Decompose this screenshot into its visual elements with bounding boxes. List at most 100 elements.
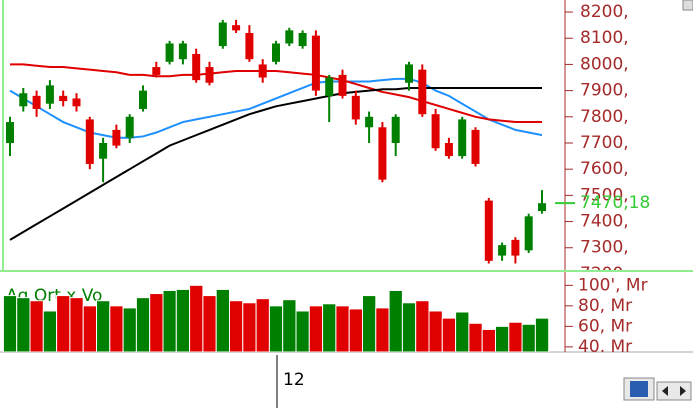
candle-body <box>32 95 41 109</box>
nav-button[interactable] <box>656 381 692 401</box>
volume-bar <box>149 293 164 352</box>
candle-body <box>511 239 520 256</box>
y-tick-label: 7800, <box>580 107 629 127</box>
volume-bar <box>335 305 350 352</box>
y-tick-label: 7900, <box>580 81 629 101</box>
candle-body <box>152 67 161 75</box>
volume-bar <box>42 310 58 352</box>
volume-bar <box>135 297 151 352</box>
candle-body <box>218 22 227 47</box>
volume-bar <box>122 307 137 352</box>
candle-body <box>524 216 533 251</box>
volume-bar <box>508 321 523 352</box>
candle-body <box>178 43 187 60</box>
scroll-button[interactable] <box>682 0 693 11</box>
candle-body <box>19 93 28 107</box>
volume-bar <box>69 297 84 352</box>
volume-bar <box>109 305 124 352</box>
volume-bar <box>415 300 430 352</box>
volume-bar <box>521 323 536 352</box>
volume-bar <box>215 288 230 352</box>
y-tick-label: 8100, <box>580 28 629 48</box>
candle-body <box>484 200 493 261</box>
volume-bar <box>242 302 257 352</box>
button-icon <box>662 386 686 396</box>
volume-bar <box>455 311 470 352</box>
volume-bar <box>401 302 417 352</box>
candle-body <box>45 85 54 104</box>
candle-body <box>245 32 254 60</box>
volume-bar <box>282 299 297 352</box>
volume-bar <box>348 308 364 352</box>
candle-body <box>272 43 280 62</box>
candle-body <box>285 30 294 44</box>
y-tick-label: 60, Mr <box>578 316 632 336</box>
candle-body <box>192 53 201 81</box>
volume-bar <box>441 317 457 352</box>
volume-bar <box>82 305 97 352</box>
y-tick-label: 100', Mr <box>578 275 648 295</box>
volume-bar <box>375 307 390 352</box>
candle-body <box>378 127 387 180</box>
candle-body <box>72 98 81 107</box>
candle-body <box>391 116 400 143</box>
candle-body <box>471 129 480 164</box>
candle-body <box>205 67 214 83</box>
moving-average <box>9 77 543 139</box>
candle-body <box>538 203 546 212</box>
volume-bar <box>362 295 377 352</box>
volume-bar <box>308 305 324 352</box>
candle-body <box>418 69 427 115</box>
button-frame[interactable] <box>656 381 692 401</box>
volume-bar <box>175 288 191 352</box>
candle-body <box>99 142 108 159</box>
refresh-button[interactable] <box>623 377 655 401</box>
candle-body <box>458 119 467 157</box>
volume-bar <box>495 325 510 352</box>
y-tick-label: 7500, <box>580 185 629 205</box>
x-axis: 12 <box>276 355 305 408</box>
x-tick-label: 12 <box>283 370 305 390</box>
volume-bar <box>56 295 71 352</box>
volume-bar <box>322 303 337 352</box>
button-icon <box>630 381 648 397</box>
y-tick-label: 7700, <box>580 133 629 153</box>
volume-bar <box>162 289 177 352</box>
volume-bar <box>388 289 403 352</box>
candle-body <box>431 114 440 149</box>
volume-bar <box>534 317 550 352</box>
volume-bar <box>268 305 284 352</box>
volume-bar <box>255 298 270 352</box>
price-panel: 8200, 8100, 8000, 7900, 7800, 7700, 7600, 7500,… <box>6 2 629 284</box>
candle-body <box>59 95 68 102</box>
candle-body <box>232 25 241 31</box>
moving-average <box>10 63 542 124</box>
volume-bar <box>428 310 443 352</box>
candle-body <box>85 119 94 164</box>
y-tick-label: 7600, <box>580 159 629 179</box>
volume-bar <box>468 322 483 352</box>
y-tick-label: 8200, <box>580 2 629 22</box>
candle-body <box>165 43 174 62</box>
candle-body <box>444 142 453 157</box>
y-tick-label: 7200, <box>580 264 629 284</box>
candle-body <box>298 32 307 47</box>
volume-bar <box>2 295 18 352</box>
candle-body <box>351 95 360 120</box>
y-tick-label: 7300, <box>580 238 629 258</box>
y-tick-label: 8000, <box>580 54 629 74</box>
volume-bar <box>202 295 217 352</box>
candle-body <box>6 122 14 143</box>
candle-body <box>498 245 507 256</box>
candle-body <box>325 77 334 96</box>
volume-bar <box>229 300 244 352</box>
volume-bar <box>481 328 497 352</box>
y-tick-label: 7400, <box>580 212 629 232</box>
volume-bar <box>29 300 44 352</box>
last-price-label: 7470,18 <box>580 193 650 213</box>
volume-bar <box>16 297 31 352</box>
candle-body <box>258 64 267 78</box>
